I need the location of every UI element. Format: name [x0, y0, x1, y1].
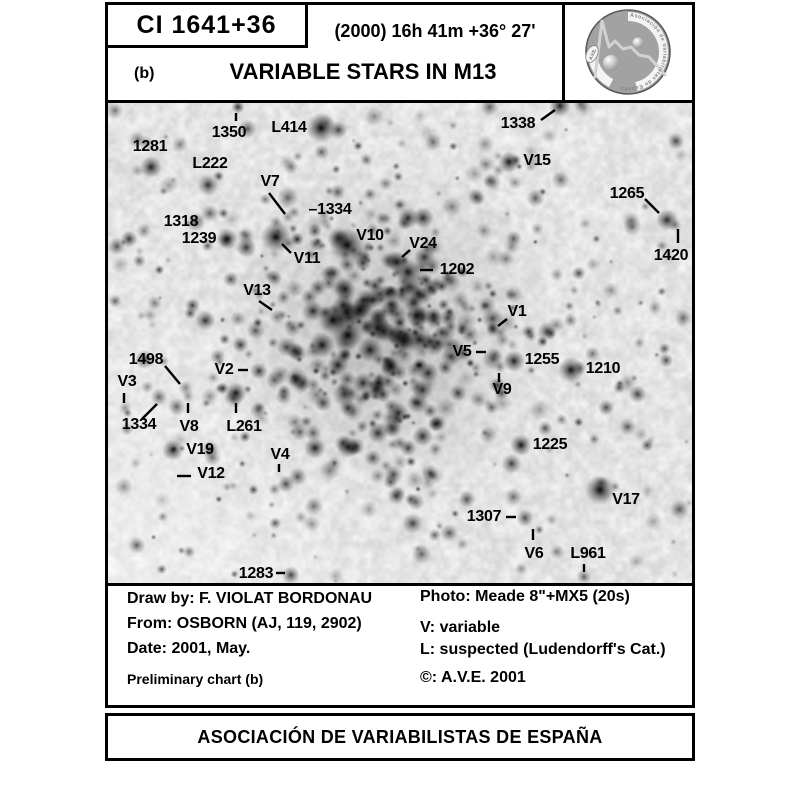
association-banner: ASOCIACIÓN DE VARIABILISTAS DE ESPAÑA	[105, 713, 695, 761]
star-label-L222: L222	[192, 155, 228, 172]
ave-badge: A.V.E.	[585, 45, 599, 63]
star-label-V4: V4	[270, 446, 290, 463]
star-label-1307: 1307	[466, 508, 502, 525]
star-label-V17: V17	[612, 491, 640, 508]
star-label-V19: V19	[186, 441, 214, 458]
ave-badge-text: A.V.E.	[588, 48, 597, 61]
drawn-by: Draw by: F. VIOLAT BORDONAU	[127, 590, 373, 607]
star-label-1281: 1281	[132, 138, 168, 155]
legend-variable: V: variable	[420, 619, 501, 636]
star-label-L414: L414	[271, 119, 307, 136]
star-label-1265: 1265	[609, 185, 645, 202]
star-label-L961: L961	[570, 545, 606, 562]
star-sphere-small	[632, 37, 644, 49]
legend-suspected: L: suspected (Ludendorff's Cat.)	[420, 641, 666, 658]
star-label-1202: 1202	[439, 261, 475, 278]
star-label-V3: V3	[117, 373, 137, 390]
starfield-image	[108, 103, 692, 583]
credits-panel: Draw by: F. VIOLAT BORDONAU From: OSBORN…	[105, 583, 695, 708]
star-label-1239: 1239	[181, 230, 217, 247]
epoch-coordinates: (2000) 16h 41m +36° 27'	[334, 21, 536, 41]
star-label-L261: L261	[226, 418, 262, 435]
star-label-V8: V8	[179, 418, 199, 435]
pointer-line-1338	[540, 109, 556, 121]
pointer-lines-layer	[122, 109, 680, 575]
source-reference: From: OSBORN (AJ, 119, 2902)	[127, 615, 362, 632]
pointer-line-V11	[281, 243, 292, 254]
page-title: VARIABLE STARS IN M13	[229, 59, 497, 84]
pointer-line-1498	[164, 365, 181, 385]
pointer-line-1334	[141, 403, 158, 420]
lightcurve-icon	[593, 19, 667, 79]
star-sphere-large	[603, 55, 619, 71]
star-label-1210: 1210	[585, 360, 621, 377]
star-label-V9: V9	[492, 381, 512, 398]
star-label-V10: V10	[356, 227, 384, 244]
photo-equipment: Photo: Meade 8"+MX5 (20s)	[420, 588, 630, 605]
chart-letter: (b)	[134, 65, 155, 82]
ave-logo-graphic: Asociación de Variabilistas de España A.…	[585, 9, 671, 95]
star-label-1255: 1255	[524, 351, 560, 368]
chart-header: CI 1641+36 (2000) 16h 41m +36° 27' (b) V…	[105, 2, 695, 103]
ave-logo: Asociación de Variabilistas de España A.…	[562, 2, 695, 103]
star-label-V5: V5	[452, 343, 472, 360]
star-chart: 1350 L414 1281 L222 V7 –1334 1318 1239 V10 V11 133…	[105, 100, 695, 586]
pointer-line-V24	[401, 249, 411, 258]
association-name: ASOCIACIÓN DE VARIABILISTAS DE ESPAÑA	[197, 726, 603, 747]
catalog-id-box: CI 1641+36	[105, 2, 308, 48]
star-label-V12: V12	[197, 465, 225, 482]
pointer-line-V1	[497, 318, 508, 327]
star-label-1498: 1498	[128, 351, 164, 368]
star-label-V13: V13	[243, 282, 271, 299]
star-label-1350: 1350	[211, 124, 247, 141]
pointer-line-V7	[268, 192, 286, 215]
star-label-V2: V2	[214, 361, 234, 378]
chart-date: Date: 2001, May.	[127, 640, 251, 657]
star-label-1318: 1318	[163, 213, 199, 230]
copyright: ©: A.V.E. 2001	[420, 669, 526, 686]
star-label-1334: –1334	[308, 201, 352, 218]
chart-status: Preliminary chart (b)	[127, 671, 264, 687]
star-label-1420: 1420	[653, 247, 689, 264]
star-label-V6: V6	[524, 545, 544, 562]
star-label-V24: V24	[409, 235, 437, 252]
star-label-1283: 1283	[238, 565, 274, 582]
pointer-line-1265	[644, 198, 660, 214]
star-label-1225: 1225	[532, 436, 568, 453]
catalog-id: CI 1641+36	[136, 10, 277, 39]
logo-circle	[585, 9, 671, 95]
star-label-1334: 1334	[121, 416, 157, 433]
pointer-line-V13	[258, 300, 273, 311]
star-label-1338: 1338	[500, 115, 536, 132]
star-label-V1: V1	[507, 303, 527, 320]
star-label-V7: V7	[260, 173, 280, 190]
logo-ring-band	[588, 12, 668, 92]
star-labels-layer: 1350 L414 1281 L222 V7 –1334 1318 1239 V10 V11 133…	[108, 103, 692, 583]
star-label-V11: V11	[293, 250, 321, 267]
star-label-V15: V15	[523, 152, 551, 169]
